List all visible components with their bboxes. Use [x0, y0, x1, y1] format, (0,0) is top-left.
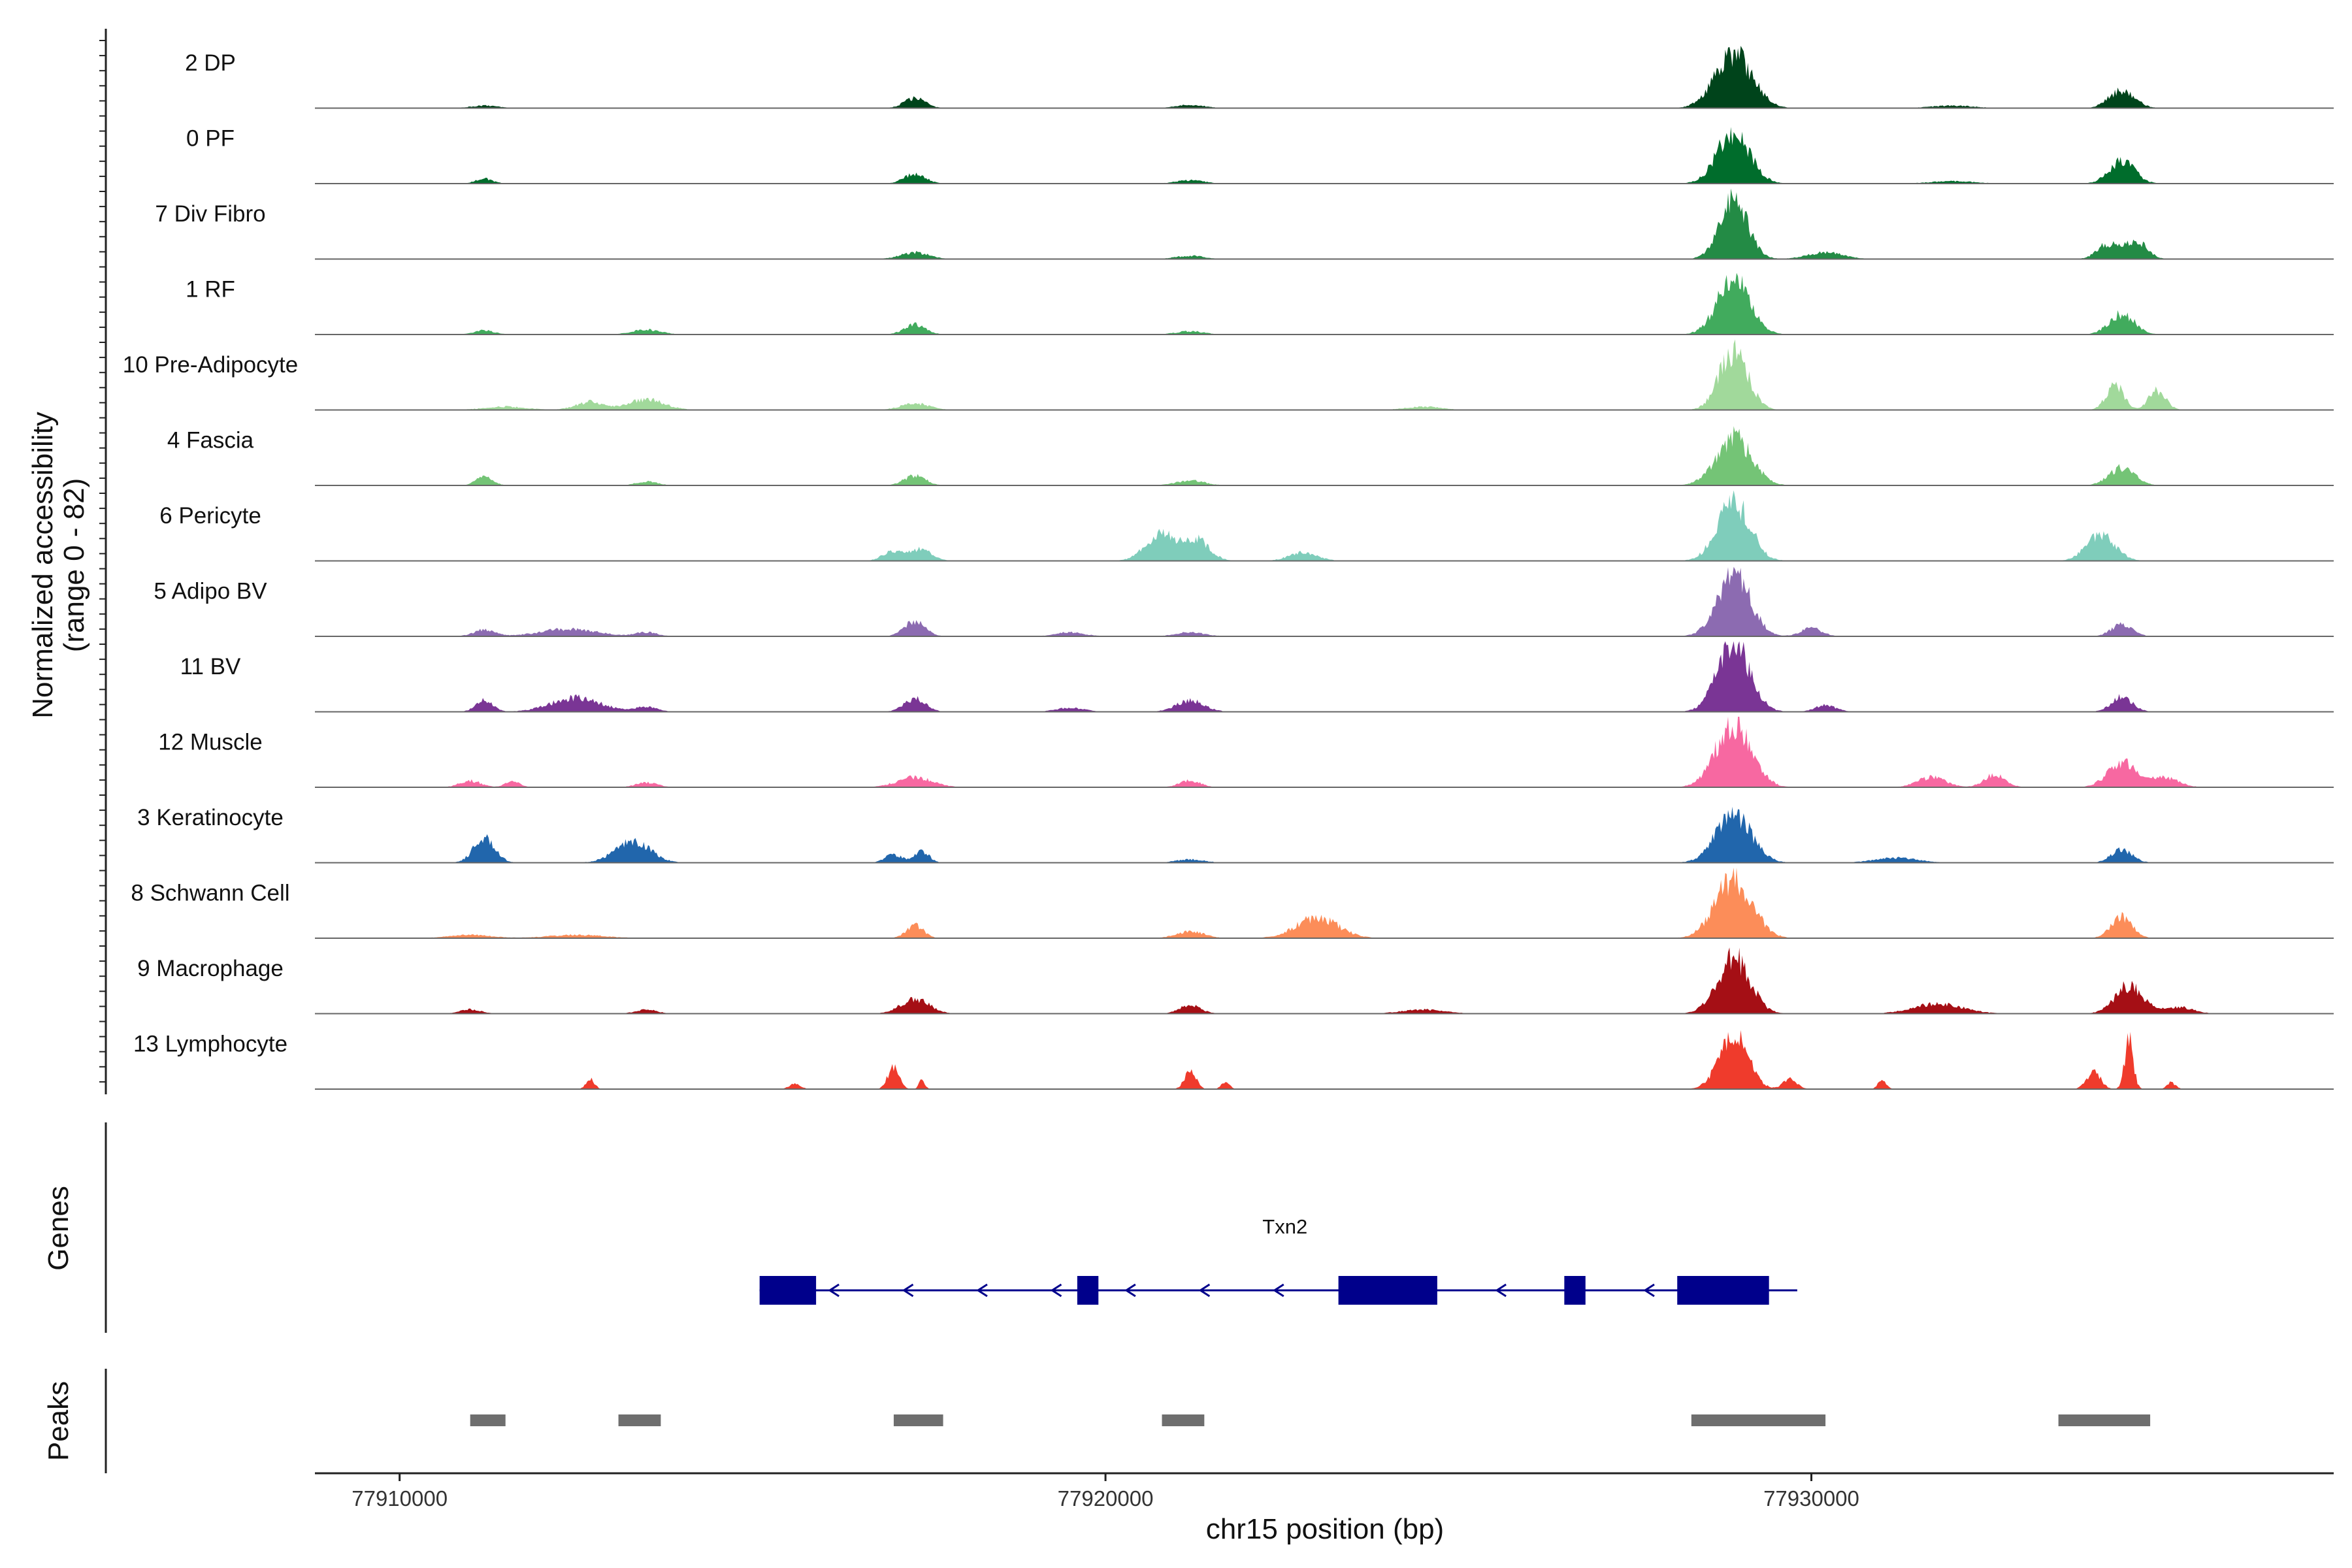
coverage-area: [343, 490, 2313, 561]
peak-region: [2058, 1414, 2151, 1426]
peaks-track: [105, 1369, 2151, 1473]
track-9: 11 BV: [180, 641, 2334, 713]
track-label: 3 Keratinocyte: [137, 805, 284, 830]
peak-region: [470, 1414, 506, 1426]
coverage-area: [343, 188, 2313, 259]
coverage-area: [343, 947, 2313, 1014]
x-tick-label: 77930000: [1763, 1486, 1859, 1511]
strand-arrow: [1124, 1283, 1136, 1298]
coverage-tracks: 2 DP 0 PF 7 Div Fibro 1 RF 10 Pre-Adipocyte 4…: [123, 46, 2334, 1090]
strand-arrow: [1050, 1283, 1062, 1298]
coverage-area: [343, 272, 2313, 335]
peak-region: [1162, 1414, 1205, 1426]
track-label: 8 Schwann Cell: [131, 881, 289, 906]
y-axis-title: Normalized accessibility: [27, 412, 59, 718]
peak-region: [618, 1414, 661, 1426]
coverage-area: [343, 339, 2313, 410]
coverage-area: [343, 717, 2313, 787]
track-10: 12 Muscle: [158, 717, 2334, 788]
x-tick-label: 77920000: [1058, 1486, 1154, 1511]
track-label: 13 Lymphocyte: [133, 1032, 287, 1057]
track-label: 6 Pericyte: [159, 503, 261, 529]
track-label: 10 Pre-Adipocyte: [123, 352, 298, 378]
coverage-area: [343, 806, 2313, 863]
track-label: 4 Fascia: [167, 428, 254, 453]
coverage-area: [343, 1030, 2313, 1089]
x-axis-title: chr15 position (bp): [1206, 1513, 1444, 1545]
coverage-area: [343, 868, 2313, 938]
x-tick-label: 77910000: [351, 1486, 448, 1511]
strand-arrow: [828, 1283, 840, 1298]
y-axis: [99, 29, 107, 1094]
gene: Txn2: [759, 1215, 1797, 1305]
strand-arrow: [1198, 1283, 1211, 1298]
track-12: 8 Schwann Cell: [131, 868, 2334, 939]
track-label: 12 Muscle: [158, 730, 263, 755]
track-label: 5 Adipo BV: [154, 579, 267, 604]
track-label: 1 RF: [186, 277, 235, 302]
track-2: 0 PF: [186, 126, 2334, 184]
genes-track-title: Genes: [42, 1186, 74, 1271]
track-4: 1 RF: [186, 272, 2334, 335]
genes-track: Txn2: [105, 1122, 1797, 1333]
track-13: 9 Macrophage: [137, 947, 2334, 1015]
coverage-area: [343, 641, 2313, 712]
gene-exon: [1564, 1276, 1586, 1305]
coverage-area: [343, 426, 2313, 485]
track-6: 4 Fascia: [167, 426, 2334, 486]
strand-arrow: [1643, 1283, 1655, 1298]
track-11: 3 Keratinocyte: [137, 805, 2334, 864]
strand-arrow: [1272, 1283, 1284, 1298]
coverage-area: [343, 566, 2313, 636]
gene-exon: [759, 1276, 817, 1305]
gene-exon: [1677, 1276, 1769, 1305]
track-label: 0 PF: [186, 126, 235, 152]
x-axis: 77910000 77920000 77930000: [315, 1472, 2334, 1511]
track-label: 7 Div Fibro: [155, 201, 265, 227]
gene-exon: [1338, 1276, 1437, 1305]
coverage-area: [343, 127, 2313, 184]
track-1: 2 DP: [185, 46, 2334, 109]
track-5: 10 Pre-Adipocyte: [123, 339, 2334, 411]
track-label: 9 Macrophage: [137, 956, 284, 981]
track-label: 2 DP: [185, 50, 236, 76]
track-label: 11 BV: [180, 654, 241, 679]
peak-region: [1691, 1414, 1826, 1426]
strand-arrow: [1495, 1283, 1507, 1298]
y-axis-range-label: (range 0 - 82): [58, 478, 90, 653]
track-14: 13 Lymphocyte: [133, 1030, 2334, 1090]
peaks-track-title: Peaks: [42, 1381, 74, 1461]
gene-exon: [1077, 1276, 1099, 1305]
peak-region: [893, 1414, 943, 1426]
track-8: 5 Adipo BV: [154, 566, 2334, 637]
track-3: 7 Div Fibro: [155, 188, 2334, 260]
track-7: 6 Pericyte: [159, 490, 2334, 562]
strand-arrow: [976, 1283, 988, 1298]
coverage-area: [343, 46, 2313, 108]
strand-arrow: [902, 1283, 914, 1298]
gene-name: Txn2: [1262, 1215, 1307, 1238]
